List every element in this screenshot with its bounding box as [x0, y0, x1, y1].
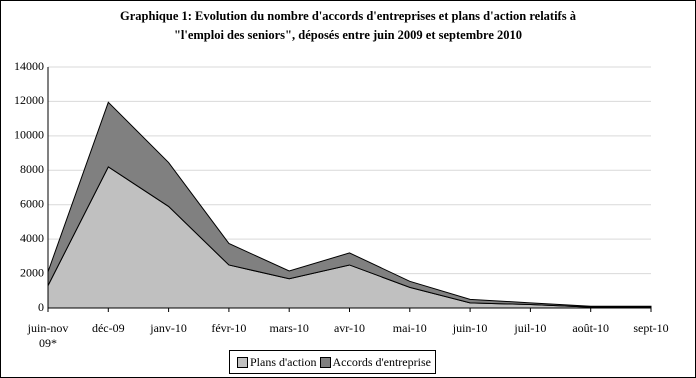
legend-label: Accords d'entreprise: [332, 354, 431, 369]
y-tick-label: 6000: [20, 196, 44, 210]
x-tick-label: juil-10: [514, 321, 547, 335]
x-tick-label: mai-10: [392, 321, 427, 335]
x-tick-label: août-10: [572, 321, 610, 335]
x-tick-label: mars-10: [269, 321, 309, 335]
x-tick-label: avr-10: [333, 321, 366, 335]
y-tick-label: 14000: [14, 59, 44, 73]
y-tick-label: 12000: [14, 93, 44, 107]
y-tick-label: 4000: [20, 231, 44, 245]
area: [47, 166, 652, 309]
legend-swatch: [319, 356, 331, 368]
x-tick-label: janv-10: [150, 321, 187, 335]
x-tick-label: juin-10: [452, 321, 488, 335]
x-tick-label: juin-nov 09*: [27, 321, 69, 350]
y-tick-label: 2000: [20, 265, 44, 279]
y-tick-label: 8000: [20, 162, 44, 176]
legend-swatch: [237, 356, 248, 368]
x-tick-label: déc-09: [91, 321, 125, 335]
y-tick-label: 10000: [14, 128, 44, 142]
chart-title: Graphique 1: Evolution du nombre d'accor…: [120, 9, 576, 23]
x-tick-label: sept-10: [633, 321, 669, 335]
legend: Plans d'action Accords d'entreprise: [229, 350, 436, 374]
x-tick-label: févr-10: [211, 321, 247, 335]
area: [47, 101, 652, 308]
legend-label: Plans d'action: [250, 354, 317, 369]
y-tick-label: 0: [38, 300, 44, 314]
chart-title: "l'emploi des seniors", déposés entre ju…: [173, 28, 523, 42]
